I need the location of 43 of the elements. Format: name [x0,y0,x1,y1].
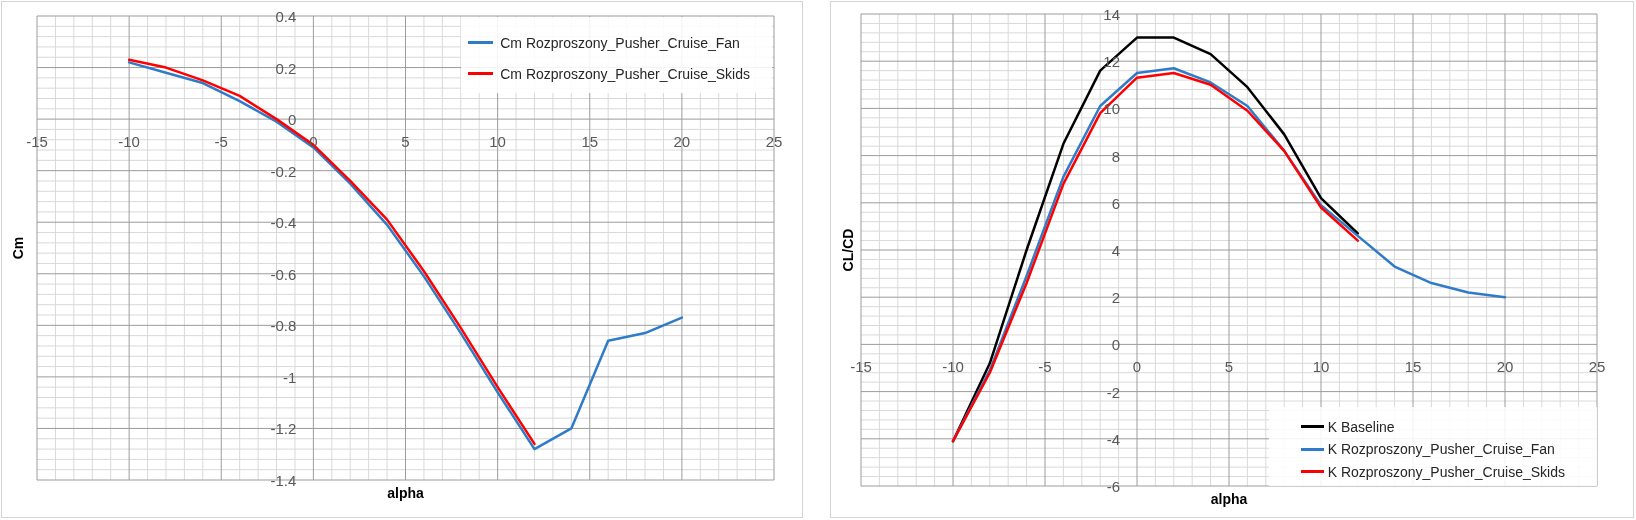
y-tick-label: -0.4 [270,213,297,231]
y-tick-label: 0 [1111,335,1120,353]
y-tick-label: 8 [1111,147,1120,165]
x-tick-label: -5 [214,132,228,150]
x-tick-label: -10 [118,132,140,150]
x-tick-label: -15 [26,132,48,150]
y-tick-label: -1.4 [270,471,297,489]
x-axis-title: alpha [1210,491,1248,507]
y-tick-label: 0 [288,110,297,128]
legend-label: Cm Rozproszony_Pusher_Cruise_Fan [500,34,740,51]
x-tick-label: 15 [1404,357,1422,375]
y-tick-label: 0.4 [275,7,297,25]
y-axis-title: CL/CD [840,228,856,272]
x-tick-label: 20 [673,132,691,150]
x-tick-label: 10 [489,132,506,150]
legend-label: K Rozproszony_Pusher_Cruise_Fan [1327,441,1555,458]
x-tick-label: 5 [1224,357,1234,375]
y-tick-label: -4 [1106,430,1120,448]
x-tick-label: 10 [1312,357,1330,375]
x-tick-label: -5 [1038,357,1052,375]
y-tick-label: -0.2 [270,162,297,180]
y-tick-label: 4 [1111,241,1120,259]
y-tick-label: -6 [1106,477,1120,495]
x-tick-label: 15 [581,132,599,150]
y-axis-title: Cm [10,236,26,260]
y-tick-label: 6 [1111,194,1120,212]
x-tick-label: 25 [765,132,783,150]
x-tick-label: 0 [1132,357,1142,375]
x-tick-label: 25 [1588,357,1606,375]
y-tick-label: 10 [1103,99,1120,117]
legend-label: K Baseline [1327,418,1395,435]
y-tick-label: 2 [1111,288,1120,306]
legend-label: K Rozproszony_Pusher_Cruise_Skids [1327,463,1565,480]
y-tick-label: -0.8 [270,316,297,334]
y-tick-label: 14 [1103,5,1120,23]
x-tick-label: -15 [850,357,872,375]
x-tick-label: 20 [1496,357,1514,375]
y-tick-label: -2 [1106,383,1120,401]
x-tick-label: -10 [942,357,964,375]
y-tick-label: -1 [283,368,297,386]
x-axis-title: alpha [387,485,424,501]
y-tick-label: -0.6 [270,265,297,283]
legend-label: Cm Rozproszony_Pusher_Cruise_Skids [500,65,750,82]
